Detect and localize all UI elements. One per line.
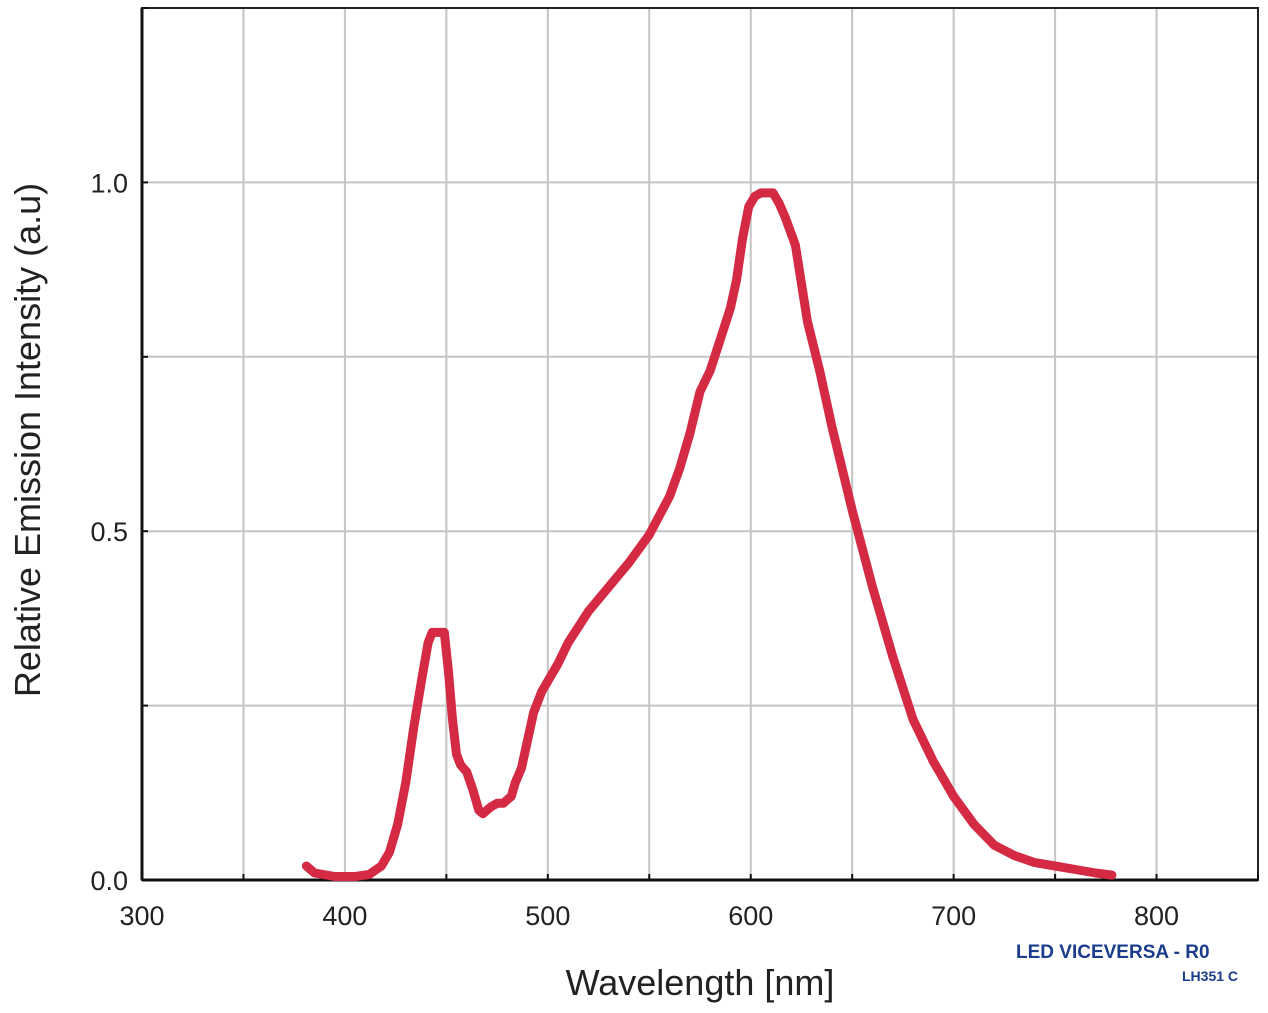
y-tick-label: 0.0 <box>90 866 128 896</box>
plot-frame <box>141 7 1259 881</box>
y-axis-title: Relative Emission Intensity (a.u) <box>7 183 48 697</box>
brand-code: LH351 C <box>1182 968 1239 984</box>
emission-spectrum-line <box>301 188 1117 881</box>
x-tick-label: 300 <box>119 901 164 931</box>
axes <box>140 7 1259 882</box>
x-tick-label: 500 <box>525 901 570 931</box>
y-tick-label: 0.5 <box>90 517 128 547</box>
x-axis-title: Wavelength [nm] <box>566 962 835 1003</box>
brand-title: LED VICEVERSA - R0 <box>1016 942 1210 963</box>
x-tick-label: 400 <box>322 901 367 931</box>
x-tick-label: 600 <box>728 901 773 931</box>
grid <box>141 7 1259 881</box>
tick-labels: 300 400 500 600 700 800 0.0 0.5 1.0 <box>90 168 1179 931</box>
x-tick-label: 800 <box>1134 901 1179 931</box>
x-tick-label: 700 <box>931 901 976 931</box>
y-tick-label: 1.0 <box>90 168 128 198</box>
series <box>301 188 1117 881</box>
